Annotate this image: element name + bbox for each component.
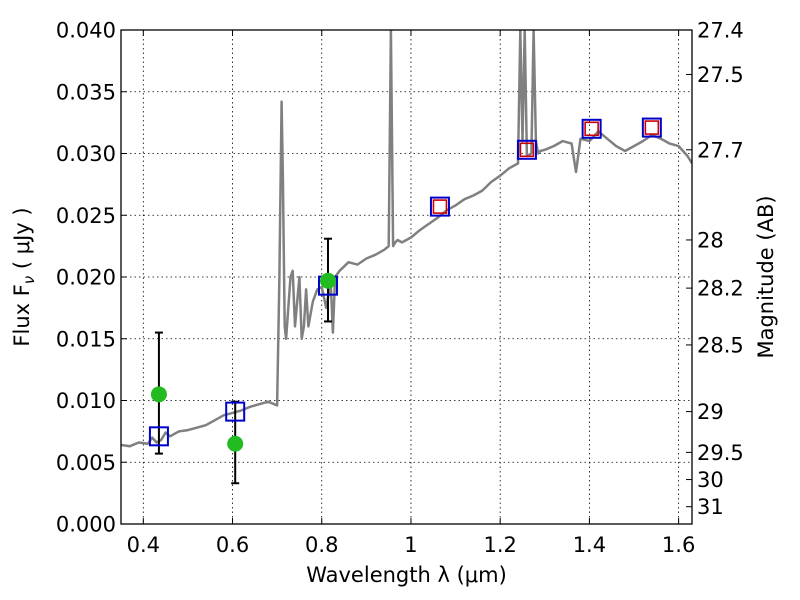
model-photometry-square (148, 426, 169, 447)
magnitude-tick-label: 29 (697, 400, 724, 424)
magnitude-tick-label: 28.2 (697, 277, 744, 301)
magnitude-tick-label: 28.5 (697, 333, 744, 357)
x-tick-label: 0.4 (127, 533, 160, 557)
x-tick-label: 0.6 (216, 533, 249, 557)
y-tick-label: 0.015 (56, 327, 116, 351)
x-tick-label: 1.4 (573, 533, 606, 557)
y-axis-title: Flux Fν ( μJy ) (10, 207, 38, 346)
grid (121, 30, 692, 524)
magnitude-axis-title: Magnitude (AB) (754, 195, 778, 358)
observed-photometry-square (432, 199, 448, 214)
x-tick-label: 1.6 (662, 533, 695, 557)
observed-detection-point (319, 272, 336, 289)
model-photometry-square (225, 401, 246, 422)
model-photometry-square (581, 118, 602, 139)
observed-detection-point (227, 435, 244, 452)
observed-photometry-square (644, 120, 660, 135)
y-axis-title-main: Flux F (10, 284, 34, 346)
error-bars (154, 237, 332, 485)
x-tick-label: 1.2 (483, 533, 516, 557)
markers (148, 117, 662, 452)
sed-line (121, 30, 692, 448)
observed-photometry-square (519, 142, 535, 158)
ticks: 0.4 0.6 0.8 1 1.2 1.4 1.6 0.000 0.005 0.010 0.015 0… (56, 19, 744, 558)
magnitude-tick-label: 31 (697, 495, 724, 519)
y-tick-label: 0.010 (56, 389, 116, 413)
model-photometry-square (516, 139, 537, 160)
y-tick-label: 0.025 (56, 204, 116, 228)
x-axis-title: Wavelength λ (μm) (306, 563, 507, 587)
magnitude-tick-label: 27.4 (697, 19, 744, 43)
series-layer (121, 30, 692, 485)
magnitude-tick-label: 29.5 (697, 441, 744, 465)
magnitude-tick-label: 27.5 (697, 63, 744, 87)
observed-photometry-square (584, 121, 599, 137)
y-axis-title-unit: ( μJy ) (10, 207, 34, 275)
y-tick-label: 0.035 (56, 80, 116, 104)
y-tick-label: 0.030 (56, 142, 116, 166)
x-tick-label: 0.8 (305, 533, 338, 557)
model-photometry-square (641, 117, 662, 138)
y-tick-label: 0.000 (56, 513, 116, 537)
y-tick-label: 0.005 (56, 451, 116, 475)
x-tick-label: 1 (404, 533, 417, 557)
model-photometry-square (429, 196, 450, 217)
magnitude-tick-label: 30 (697, 468, 724, 492)
observed-detection-point (150, 386, 167, 403)
magnitude-tick-label: 27.7 (697, 138, 744, 162)
y-tick-label: 0.020 (56, 266, 116, 290)
magnitude-tick-label: 28 (697, 228, 724, 252)
y-axis-title-sub: ν (20, 276, 38, 284)
y-tick-label: 0.040 (56, 19, 116, 43)
